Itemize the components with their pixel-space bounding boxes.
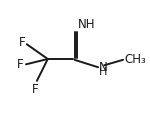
Text: N: N [99, 61, 107, 74]
Text: NH: NH [78, 18, 95, 31]
Text: F: F [32, 83, 38, 96]
Text: F: F [19, 36, 25, 49]
Text: F: F [17, 58, 24, 71]
Text: H: H [99, 67, 107, 77]
Text: CH₃: CH₃ [124, 53, 146, 66]
